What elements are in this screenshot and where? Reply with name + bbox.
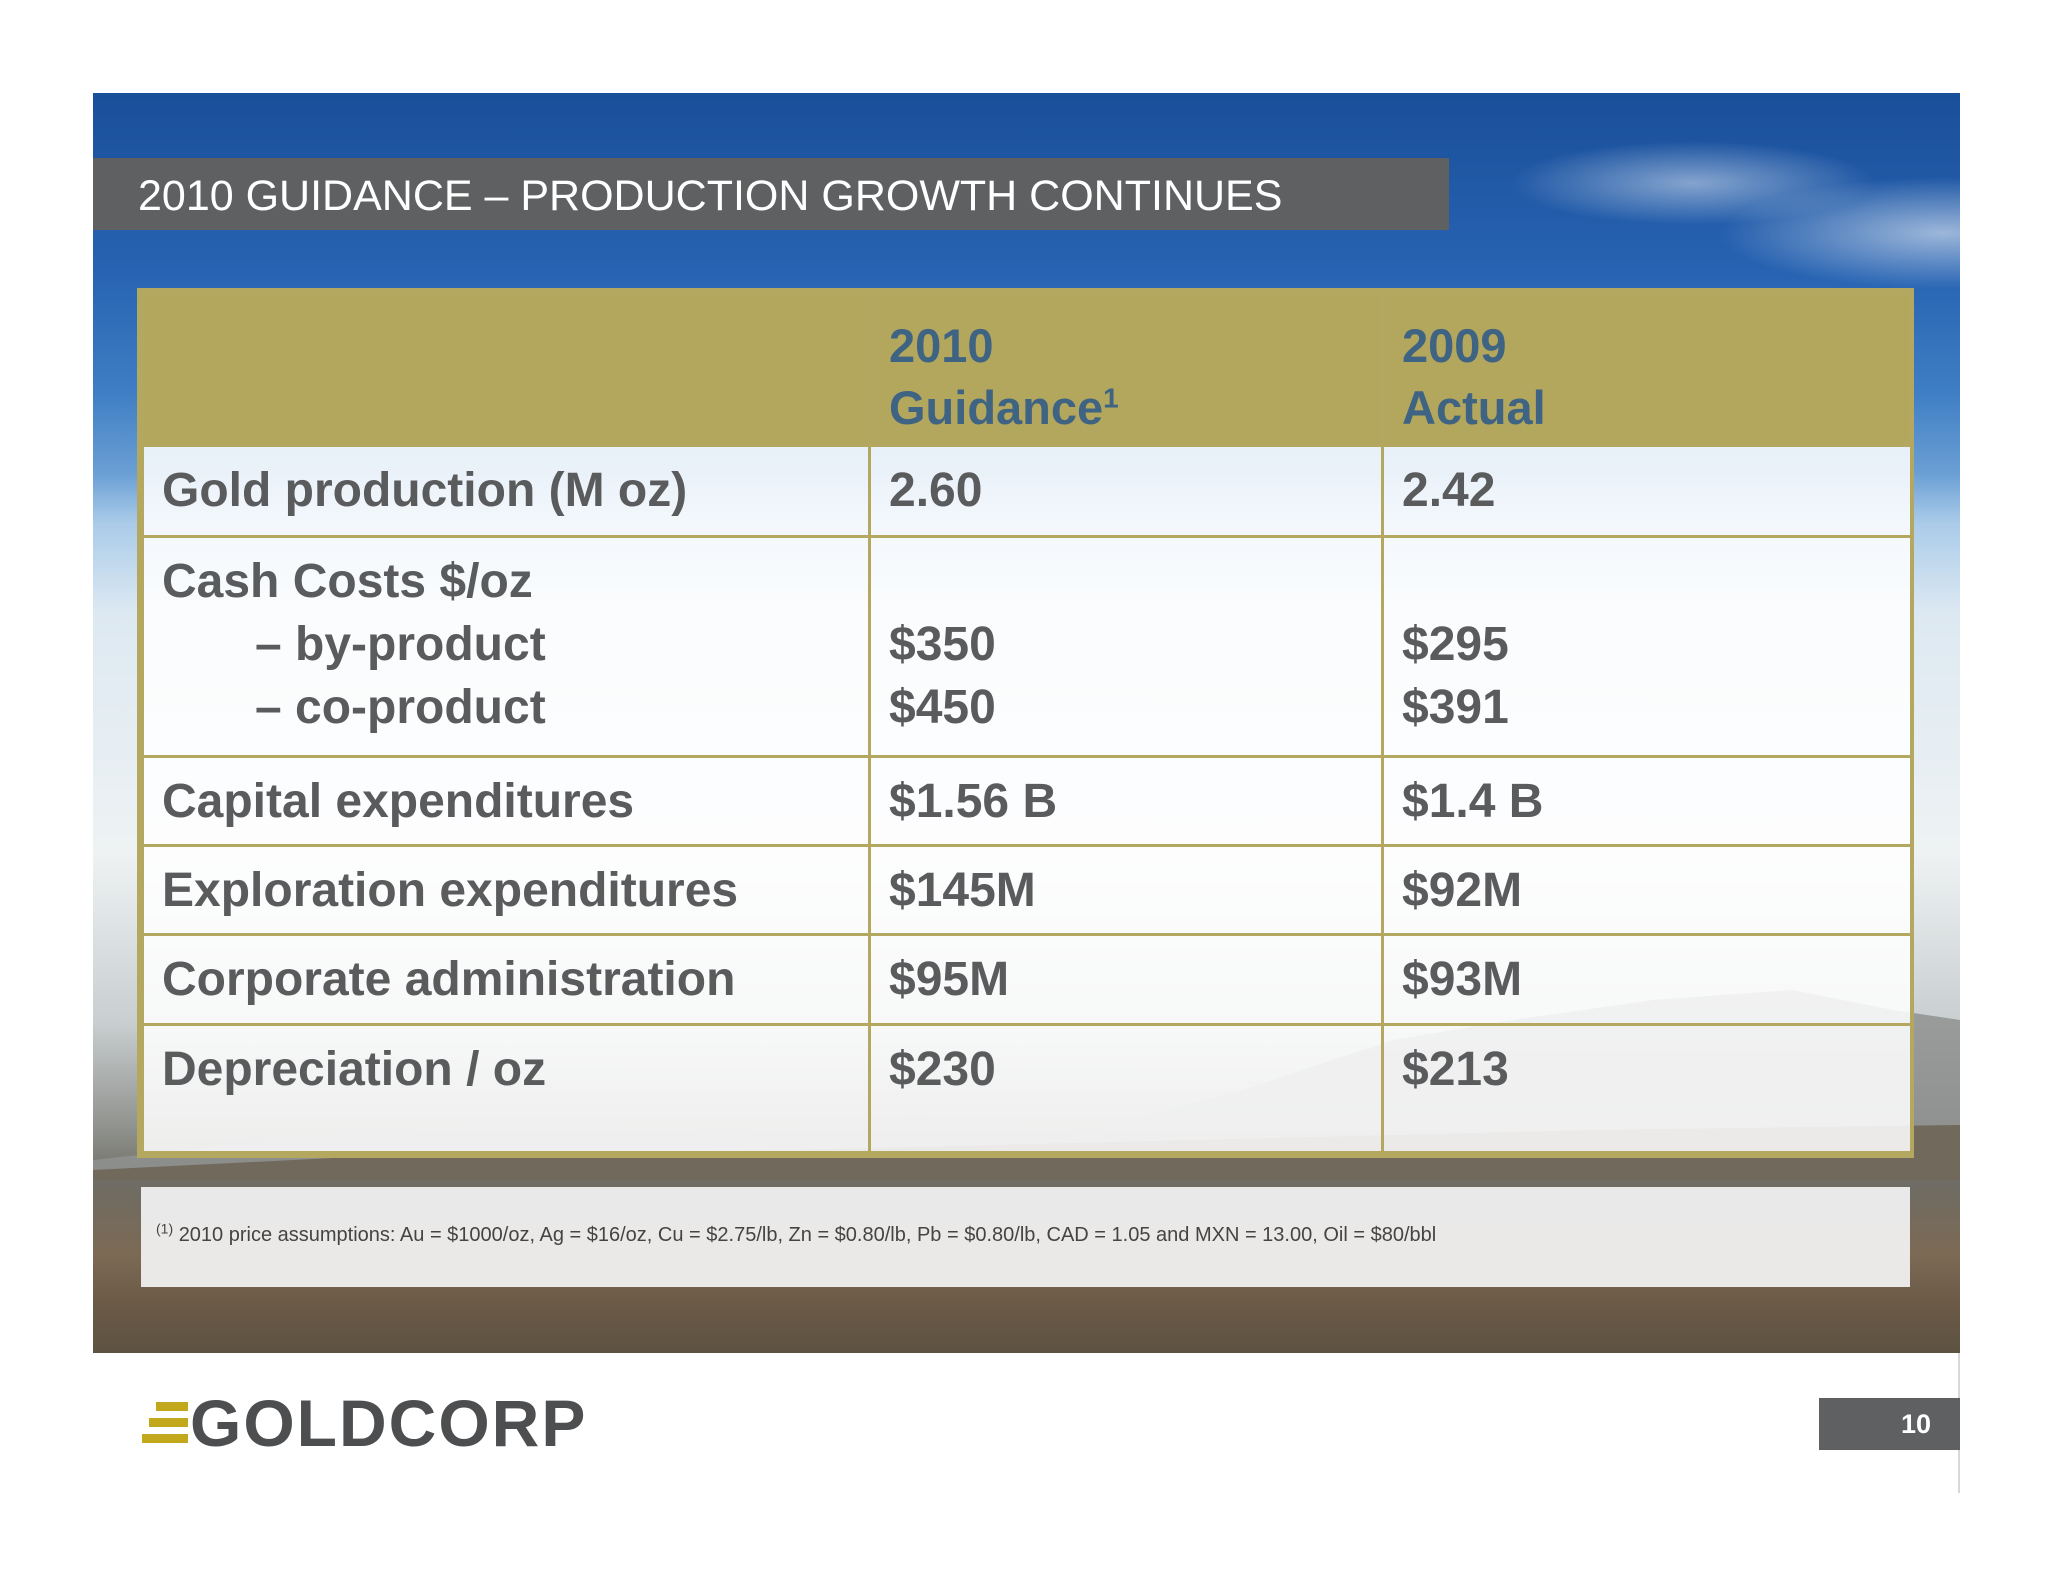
goldcorp-logo-icon (142, 1402, 188, 1443)
row-label: Capital expenditures (141, 755, 871, 847)
page-number: 10 (1900, 1409, 1931, 1439)
table-row: Depreciation / oz $230 $213 (141, 1023, 1913, 1154)
row-sub-label: – by-product (255, 618, 546, 671)
table-frame (137, 288, 1914, 1158)
row-guidance-value: $230 (868, 1023, 1384, 1154)
footnote-marker: (1) (156, 1220, 174, 1237)
footnote-box (141, 1187, 1910, 1287)
header-2010-guidance: 2010 Guidance1 (868, 292, 1384, 447)
row-label-cell: Cash Costs $/oz – by-product – co-produc… (141, 535, 871, 758)
row-label: Exploration expenditures (141, 844, 871, 936)
guidance-table: 2010 Guidance1 2009 Actual Gold producti… (141, 292, 1913, 1154)
row-actual-value: $92M (1381, 844, 1913, 936)
title-bar (93, 158, 1449, 230)
header-2009-year: 2009 (1402, 319, 1507, 372)
header-blank-cell (141, 292, 871, 447)
table-row: Exploration expenditures $145M $92M (141, 844, 1913, 936)
header-2009-actual: 2009 Actual (1381, 292, 1913, 447)
table-row: Gold production (M oz) 2.60 2.42 (141, 444, 1913, 538)
header-actual-label: Actual (1402, 381, 1546, 434)
row-actual-cell: $295 $391 (1381, 535, 1913, 758)
row-guidance-value: $1.56 B (868, 755, 1384, 847)
header-2010-year: 2010 (889, 319, 994, 372)
row-sub-label: – co-product (255, 681, 546, 734)
footnote: (1) 2010 price assumptions: Au = $1000/o… (156, 1220, 1437, 1248)
footnote-marker: 1 (1103, 382, 1119, 414)
row-actual-value: $1.4 B (1381, 755, 1913, 847)
row-guidance-cell: $350 $450 (868, 535, 1384, 758)
slide-title: 2010 GUIDANCE – PRODUCTION GROWTH CONTIN… (138, 172, 1283, 220)
goldcorp-logo-text: GOLDCORP (190, 1386, 588, 1460)
row-actual-value: $295 (1402, 618, 1509, 671)
row-guidance-value: $145M (868, 844, 1384, 936)
row-actual-value: $391 (1402, 681, 1509, 734)
row-guidance-value: 2.60 (868, 444, 1384, 538)
header-guidance-label: Guidance (889, 381, 1104, 434)
table-header-row: 2010 Guidance1 2009 Actual (141, 292, 1913, 447)
row-guidance-value: $450 (889, 681, 996, 734)
table-row: Corporate administration $95M $93M (141, 933, 1913, 1026)
footnote-text: 2010 price assumptions: Au = $1000/oz, A… (178, 1224, 1437, 1246)
spacer (889, 550, 1381, 613)
row-actual-value: 2.42 (1381, 444, 1913, 538)
row-guidance-value: $350 (889, 618, 996, 671)
row-label: Cash Costs $/oz (162, 555, 533, 608)
row-label: Corporate administration (141, 933, 871, 1026)
row-label: Gold production (M oz) (141, 444, 871, 538)
row-actual-value: $213 (1381, 1023, 1913, 1154)
table-row: Capital expenditures $1.56 B $1.4 B (141, 755, 1913, 847)
table-row: Cash Costs $/oz – by-product – co-produc… (141, 535, 1913, 758)
page-number-box (1819, 1398, 1960, 1450)
row-guidance-value: $95M (868, 933, 1384, 1026)
row-label: Depreciation / oz (141, 1023, 871, 1154)
row-actual-value: $93M (1381, 933, 1913, 1026)
spacer (1402, 550, 1910, 613)
